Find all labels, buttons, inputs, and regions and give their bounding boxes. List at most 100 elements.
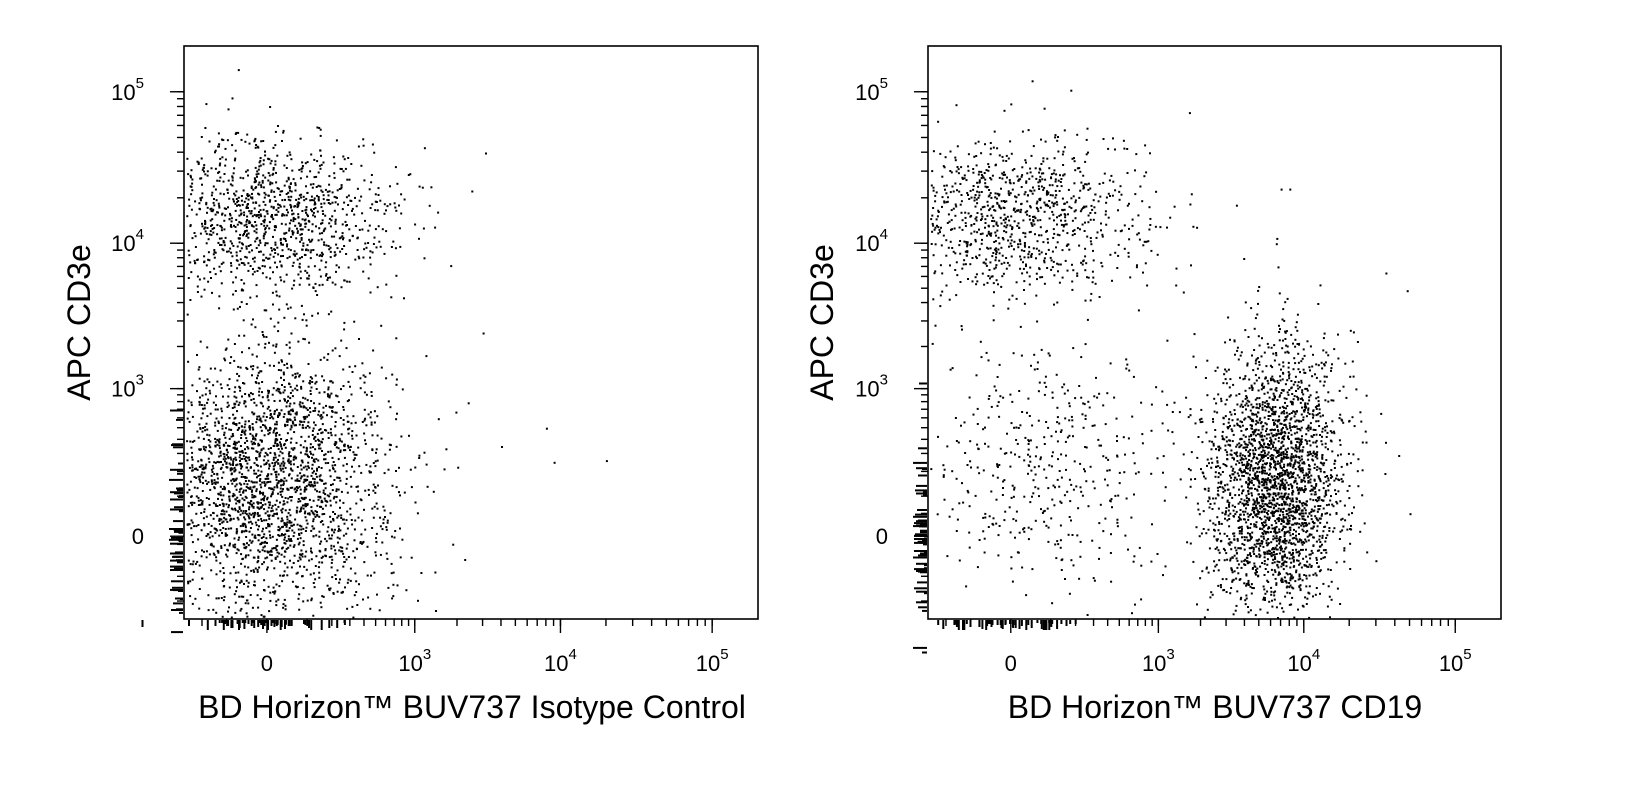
event-point [304,440,307,443]
event-point [198,403,201,406]
event-point [1063,173,1066,176]
event-point [992,282,995,285]
event-point [1051,250,1054,253]
x-rug-mark [276,620,279,624]
event-point [311,230,314,233]
event-point [229,514,232,517]
event-point [347,432,350,435]
event-point [304,465,307,468]
event-point [241,512,244,515]
event-point [1173,205,1176,208]
event-point [237,69,240,72]
event-point [1055,201,1058,204]
event-point [301,228,304,231]
event-point [1008,245,1010,248]
event-point [264,154,267,157]
event-point [245,612,248,615]
event-point [974,276,977,279]
event-point [1047,248,1050,251]
event-point [245,510,248,512]
event-point [318,576,321,579]
event-point [210,210,213,212]
event-point [312,208,315,210]
event-point [262,259,264,262]
event-point [239,233,242,236]
event-point [248,512,251,515]
event-point [243,231,246,234]
event-point [229,240,232,243]
event-point [375,532,378,535]
event-point [242,455,245,458]
event-point [963,177,966,180]
event-point [1034,473,1037,476]
event-point [1030,469,1033,472]
event-point [231,144,234,147]
event-point [1006,432,1008,435]
event-point [222,471,225,474]
event-point [285,420,288,423]
event-point [976,466,979,469]
event-point [282,464,285,467]
event-point [259,209,262,212]
event-point [1056,241,1059,244]
event-point [251,540,254,543]
event-point [327,462,330,464]
event-point [949,240,952,243]
event-point [1029,439,1032,442]
event-point [222,567,225,569]
event-point [316,467,318,470]
event-point [277,534,280,536]
event-point [252,512,254,515]
event-point [242,504,244,507]
x-rug-mark [267,620,269,630]
event-point [298,541,301,544]
event-point [254,511,256,514]
event-point [1056,262,1059,265]
event-point [283,379,285,382]
event-point [239,525,242,528]
event-point [274,243,277,246]
event-point [417,599,419,602]
event-point [363,381,366,384]
event-point [374,486,377,489]
event-point [1117,209,1119,212]
event-point [212,401,215,404]
event-point [293,554,296,557]
event-point [233,423,236,425]
event-point [553,461,556,464]
event-point [205,515,208,518]
event-point [954,214,957,217]
event-point [288,187,291,190]
event-point [247,236,250,239]
event-point [1035,257,1037,260]
event-point [315,186,318,188]
event-point [1150,403,1153,406]
event-point [1029,167,1032,170]
event-point [313,460,316,463]
event-point [321,416,324,419]
event-point [981,206,984,209]
event-point [1017,243,1019,246]
event-point [269,409,272,412]
event-point [239,454,242,456]
event-point [1127,251,1130,254]
event-point [1108,469,1111,472]
event-point [250,569,253,572]
event-point [236,496,239,499]
event-point [1018,178,1020,181]
event-point [984,262,987,265]
event-point [1027,129,1030,132]
event-point [1046,203,1049,206]
event-point [306,244,309,247]
event-point [290,477,293,480]
event-point [327,202,330,204]
event-point [245,496,248,499]
event-point [241,523,244,526]
event-point [259,465,262,468]
event-point [1033,353,1036,356]
event-point [229,542,231,545]
event-point [248,425,251,427]
event-point [960,325,963,328]
event-point [299,537,302,540]
event-point [247,544,250,547]
